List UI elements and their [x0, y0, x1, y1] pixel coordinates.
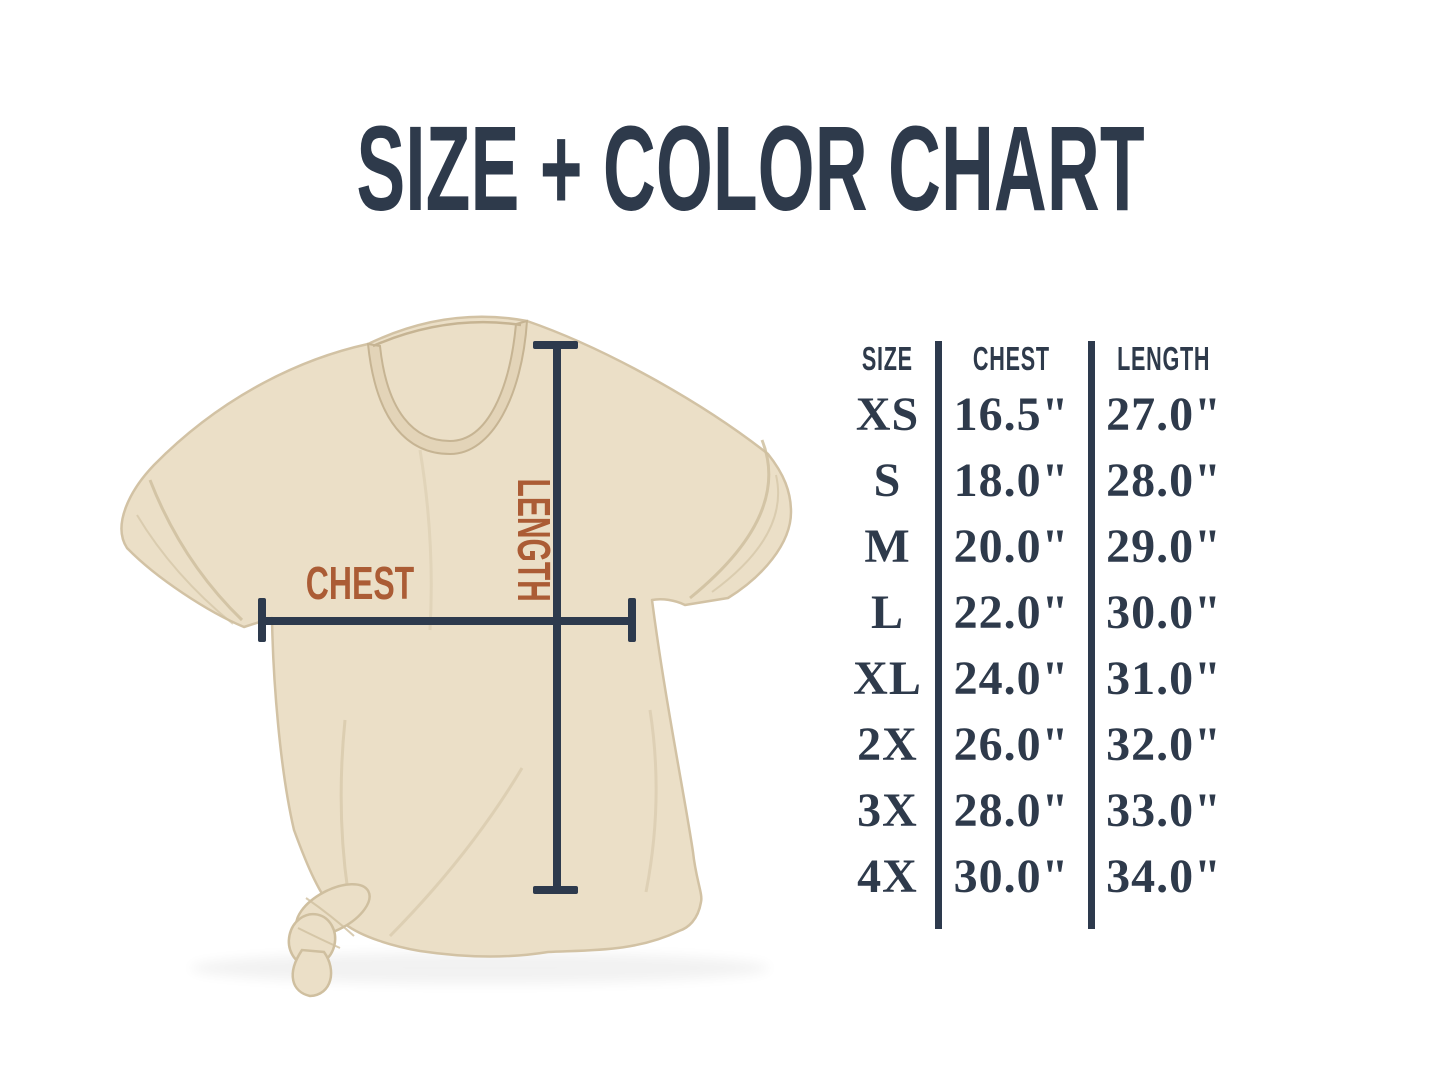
col-header-length: LENGTH — [1117, 340, 1211, 378]
col-header-chest: CHEST — [973, 340, 1050, 378]
length-label: LENGTH — [507, 478, 559, 602]
length-value: 33.0" — [1106, 784, 1222, 837]
length-value: 30.0" — [1106, 586, 1222, 639]
tshirt-collar — [366, 319, 529, 456]
size-value: L — [870, 586, 904, 639]
size-value: 2X — [857, 718, 918, 771]
chest-value: 22.0" — [953, 586, 1070, 639]
col-header-size: SIZE — [862, 340, 913, 378]
size-value: XL — [853, 652, 922, 705]
chest-label: CHEST — [305, 558, 415, 610]
table-divider-right — [1088, 341, 1095, 929]
table-divider-left — [935, 341, 942, 929]
chest-line-right-cap — [628, 598, 636, 642]
tshirt-knot — [287, 882, 371, 998]
length-value: 32.0" — [1106, 718, 1222, 771]
chest-value: 18.0" — [953, 454, 1070, 507]
chest-line — [258, 617, 636, 625]
chest-line-left-cap — [258, 598, 266, 642]
length-value: 28.0" — [1106, 454, 1222, 507]
chest-value: 20.0" — [953, 520, 1070, 573]
length-value: 29.0" — [1106, 520, 1222, 573]
page-title: SIZE + COLOR CHART — [356, 101, 1145, 236]
length-line-top-cap — [533, 341, 578, 349]
tshirt-illustration — [120, 315, 793, 998]
length-line-bottom-cap — [533, 886, 578, 894]
length-value: 31.0" — [1106, 652, 1222, 705]
title-area: SIZE + COLOR CHART — [28, 0, 1445, 240]
chest-value: 30.0" — [953, 850, 1070, 903]
tshirt-body — [120, 315, 793, 958]
size-value: XS — [855, 388, 920, 441]
chest-value: 16.5" — [953, 388, 1070, 441]
size-value: M — [864, 520, 911, 573]
length-value: 27.0" — [1106, 388, 1222, 441]
size-table: SIZE CHEST LENGTH XS 16.5" 27.0" S 18.0"… — [840, 338, 1240, 929]
chest-value: 24.0" — [953, 652, 1070, 705]
chest-value: 26.0" — [953, 718, 1070, 771]
length-value: 34.0" — [1106, 850, 1222, 903]
chest-value: 28.0" — [953, 784, 1070, 837]
size-value: S — [873, 454, 902, 507]
size-value: 4X — [857, 850, 918, 903]
size-value: 3X — [857, 784, 918, 837]
